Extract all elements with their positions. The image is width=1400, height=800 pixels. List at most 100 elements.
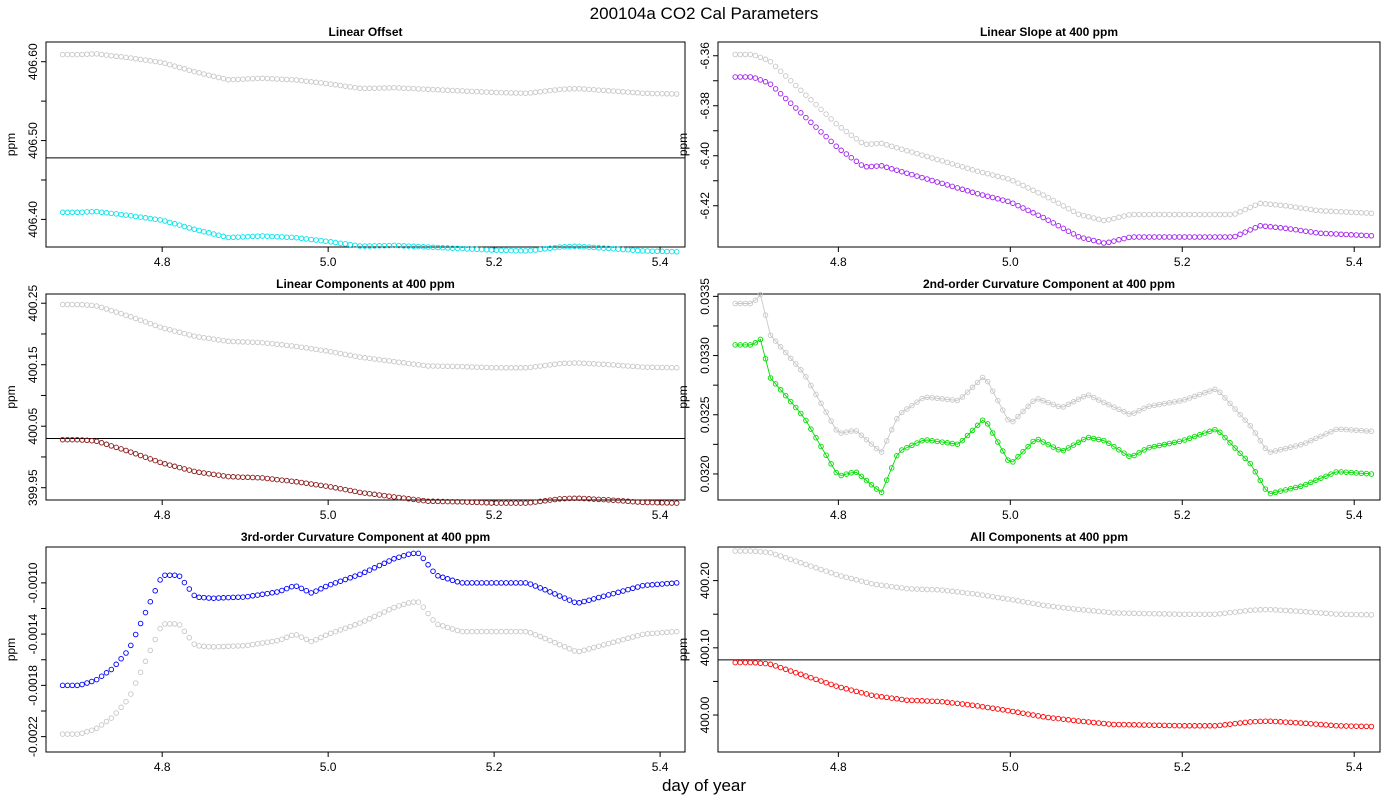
data-point	[347, 487, 353, 494]
data-point	[777, 553, 784, 559]
data-point	[888, 166, 895, 172]
data-point	[1287, 608, 1294, 614]
data-point	[1272, 489, 1279, 496]
data-point	[863, 141, 870, 148]
data-point	[493, 628, 500, 635]
data-point	[1106, 217, 1112, 223]
data-point	[210, 336, 217, 342]
data-point	[478, 499, 485, 506]
data-point	[254, 339, 261, 346]
data-point	[132, 213, 139, 220]
data-point	[264, 590, 271, 597]
data-point	[757, 54, 764, 61]
data-point	[430, 363, 436, 369]
data-point	[498, 365, 504, 371]
data-point	[1267, 718, 1274, 724]
data-point	[787, 668, 794, 674]
data-point	[644, 248, 651, 254]
data-point	[1131, 234, 1137, 240]
data-point	[157, 625, 163, 632]
data-point	[264, 233, 271, 239]
data-point	[571, 85, 578, 92]
data-point	[610, 590, 617, 597]
data-point	[899, 447, 905, 453]
data-point	[1040, 714, 1046, 720]
data-point	[995, 397, 1001, 404]
data-point	[84, 728, 90, 735]
data-point	[469, 88, 475, 95]
data-point	[995, 706, 1001, 712]
data-point	[128, 55, 134, 61]
data-point	[878, 489, 885, 495]
data-point	[483, 500, 490, 506]
data-point	[1035, 189, 1041, 196]
data-point	[269, 76, 275, 82]
data-point	[493, 500, 500, 506]
data-point	[357, 489, 363, 496]
series-reference	[59, 599, 680, 737]
data-point	[493, 247, 500, 253]
data-point	[929, 698, 935, 704]
data-point	[732, 51, 738, 58]
data-point	[1101, 240, 1107, 246]
data-point	[1090, 608, 1097, 614]
data-point	[488, 500, 495, 506]
data-point	[366, 85, 373, 92]
data-point	[152, 588, 158, 594]
panel-title: Linear Slope at 400 ppm	[980, 25, 1118, 39]
data-point	[772, 338, 779, 344]
data-point	[1055, 715, 1062, 722]
y-tick-label: -6.38	[698, 92, 712, 120]
data-point	[813, 676, 819, 683]
data-point	[147, 58, 154, 64]
data-point	[542, 635, 548, 642]
data-point	[644, 499, 651, 506]
data-point	[1323, 208, 1329, 214]
data-point	[659, 90, 665, 97]
data-point	[1368, 428, 1375, 435]
data-point	[654, 90, 660, 97]
data-point	[1237, 209, 1243, 215]
data-point	[639, 364, 646, 370]
data-point	[600, 642, 607, 648]
data-point	[332, 628, 339, 635]
data-point	[357, 620, 363, 626]
data-point	[969, 384, 976, 391]
data-point	[1156, 234, 1163, 240]
data-point	[284, 234, 290, 240]
data-point	[556, 593, 563, 599]
data-point	[225, 473, 232, 480]
data-point	[1030, 187, 1036, 194]
data-point	[813, 124, 819, 130]
data-point	[767, 549, 774, 556]
data-point	[362, 618, 368, 624]
data-point	[342, 83, 349, 89]
data-point	[318, 347, 324, 353]
data-point	[868, 482, 875, 488]
data-point	[1212, 234, 1218, 240]
data-point	[1232, 211, 1238, 217]
y-tick-label: -0.0010	[26, 562, 40, 603]
data-point	[98, 722, 105, 728]
data-point	[664, 500, 670, 506]
data-point	[581, 360, 587, 367]
data-point	[171, 221, 178, 227]
data-point	[853, 136, 860, 142]
data-point	[1303, 440, 1309, 446]
data-point	[1323, 722, 1329, 728]
x-tick-label: 5.4	[652, 255, 669, 269]
data-point	[914, 173, 920, 179]
data-point	[1015, 413, 1021, 420]
data-point	[1222, 395, 1228, 401]
data-point	[478, 89, 485, 95]
data-point	[298, 344, 305, 350]
data-point	[430, 86, 436, 93]
data-point	[488, 364, 495, 371]
data-point	[1040, 214, 1046, 221]
data-point	[79, 301, 85, 308]
data-point	[240, 594, 246, 600]
data-point	[644, 364, 651, 370]
data-point	[1176, 438, 1183, 445]
data-point	[873, 445, 880, 452]
data-point	[181, 579, 188, 586]
